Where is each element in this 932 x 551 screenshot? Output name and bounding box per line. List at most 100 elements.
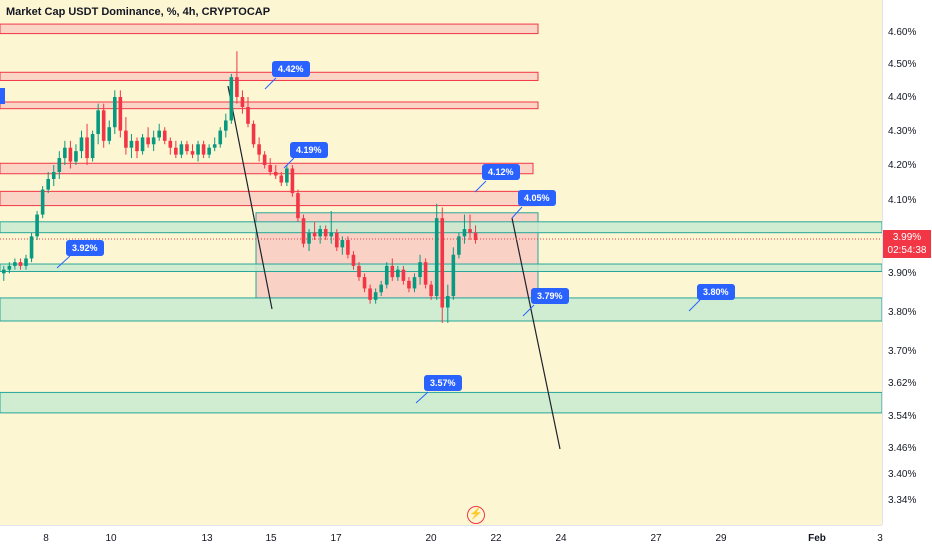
candle[interactable] [468,214,472,241]
candle[interactable] [229,73,234,124]
candle[interactable] [212,137,217,152]
candle[interactable] [63,140,67,166]
candle[interactable] [312,221,317,241]
callout-4-19[interactable]: 4.19% [290,142,328,158]
candle[interactable] [340,236,345,255]
candle[interactable] [151,130,156,152]
resistance-zone[interactable] [0,162,534,175]
candle[interactable] [46,171,50,194]
candle[interactable] [262,151,267,169]
resistance-zone[interactable] [0,101,539,110]
candle[interactable] [462,214,467,244]
candle[interactable] [140,134,145,155]
candle[interactable] [7,262,12,274]
price-axis[interactable] [882,0,932,525]
candle[interactable] [351,251,356,270]
resistance-zone[interactable] [0,190,537,207]
candle[interactable] [168,137,173,155]
candle[interactable] [179,140,184,159]
candle[interactable] [429,280,433,300]
candle[interactable] [407,277,411,293]
candle[interactable] [246,96,250,128]
candle[interactable] [113,90,117,135]
candle[interactable] [307,229,311,252]
candle[interactable] [90,130,95,162]
candle[interactable] [412,273,417,293]
candle[interactable] [457,232,461,259]
candle[interactable] [96,103,100,145]
candle[interactable] [196,140,200,162]
resistance-zone[interactable] [0,71,539,81]
candle[interactable] [323,225,328,241]
candle[interactable] [251,120,256,148]
candle[interactable] [285,165,289,187]
candle[interactable] [101,103,106,148]
callout-4-42[interactable]: 4.42% [272,61,310,77]
candle[interactable] [162,127,167,145]
candle[interactable] [218,127,223,148]
lightning-icon[interactable]: ⚡ [467,506,485,524]
candle[interactable] [118,90,123,138]
candle[interactable] [368,284,372,304]
candle[interactable] [29,232,34,263]
candle[interactable] [207,144,211,159]
candle[interactable] [362,273,367,293]
callout-3-57[interactable]: 3.57% [424,375,462,391]
candle[interactable] [346,236,350,259]
candle[interactable] [257,137,261,162]
candle[interactable] [124,117,128,155]
candle[interactable] [473,225,478,244]
candle[interactable] [224,113,228,138]
candle[interactable] [185,140,189,155]
callout-3-80[interactable]: 3.80% [697,284,735,300]
candle[interactable] [18,258,23,270]
support-zone[interactable] [0,391,882,414]
candle[interactable] [201,140,206,159]
resistance-zone[interactable] [0,23,539,35]
candle[interactable] [129,134,134,159]
callout-3-79[interactable]: 3.79% [531,288,569,304]
candle[interactable] [190,144,195,159]
candle[interactable] [423,258,428,289]
candle[interactable] [157,123,161,141]
candle[interactable] [296,189,300,222]
candle[interactable] [401,265,406,285]
candle[interactable] [290,165,295,197]
candle[interactable] [373,288,378,304]
candle[interactable] [85,123,89,166]
callout-3-92[interactable]: 3.92% [66,240,104,256]
candle[interactable] [384,262,389,289]
candle[interactable] [418,254,422,285]
candle[interactable] [268,158,272,176]
candle[interactable] [107,120,112,145]
candle[interactable] [279,171,284,187]
time-axis[interactable] [0,525,882,551]
candle[interactable] [40,186,45,219]
candle[interactable] [57,151,62,180]
candle[interactable] [79,130,84,159]
callout-4-05[interactable]: 4.05% [518,190,556,206]
candle[interactable] [51,165,56,187]
candle[interactable] [13,258,17,270]
candle[interactable] [451,247,456,300]
candle[interactable] [434,203,439,300]
candle[interactable] [440,207,445,323]
candle[interactable] [235,51,239,104]
candle[interactable] [357,262,361,281]
callout-4-12[interactable]: 4.12% [482,164,520,180]
candle[interactable] [74,144,78,166]
candle[interactable] [174,140,178,159]
candle[interactable] [24,254,28,270]
candle[interactable] [1,265,6,281]
candle[interactable] [35,210,39,241]
candle[interactable] [379,280,383,297]
chart-area[interactable]: Market Cap USDT Dominance, %, 4h, CRYPTO… [0,0,882,525]
candle[interactable] [135,137,139,159]
candle[interactable] [240,90,245,114]
candle[interactable] [329,210,334,244]
candle[interactable] [273,165,278,180]
candle[interactable] [301,214,306,248]
candle[interactable] [335,229,339,252]
candle[interactable] [318,225,322,244]
candle[interactable] [146,127,150,148]
